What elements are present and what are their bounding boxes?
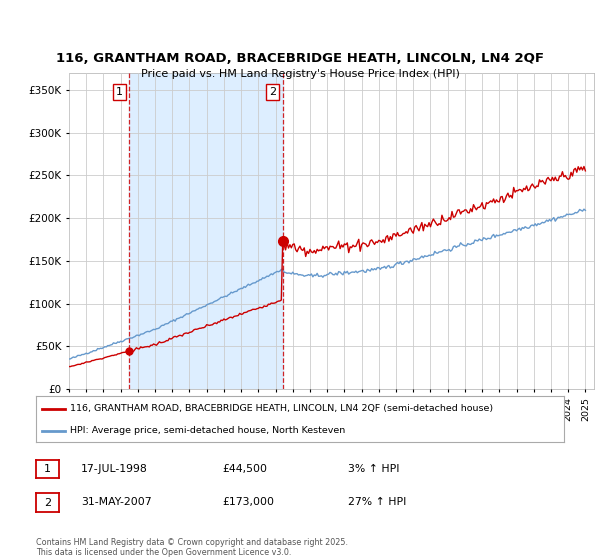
- Text: £44,500: £44,500: [222, 464, 267, 474]
- Text: £173,000: £173,000: [222, 497, 274, 507]
- Text: 116, GRANTHAM ROAD, BRACEBRIDGE HEATH, LINCOLN, LN4 2QF (semi-detached house): 116, GRANTHAM ROAD, BRACEBRIDGE HEATH, L…: [70, 404, 493, 413]
- Bar: [129, 73, 283, 389]
- Text: 27% ↑ HPI: 27% ↑ HPI: [348, 497, 406, 507]
- Text: 1: 1: [44, 464, 51, 474]
- Text: 3% ↑ HPI: 3% ↑ HPI: [348, 464, 400, 474]
- Text: 17-JUL-1998: 17-JUL-1998: [81, 464, 148, 474]
- Text: Price paid vs. HM Land Registry's House Price Index (HPI): Price paid vs. HM Land Registry's House …: [140, 69, 460, 80]
- Text: 2: 2: [269, 87, 276, 97]
- Text: 116, GRANTHAM ROAD, BRACEBRIDGE HEATH, LINCOLN, LN4 2QF: 116, GRANTHAM ROAD, BRACEBRIDGE HEATH, L…: [56, 52, 544, 66]
- Text: 31-MAY-2007: 31-MAY-2007: [81, 497, 152, 507]
- Text: 1: 1: [116, 87, 123, 97]
- Text: HPI: Average price, semi-detached house, North Kesteven: HPI: Average price, semi-detached house,…: [70, 426, 346, 436]
- Text: Contains HM Land Registry data © Crown copyright and database right 2025.
This d: Contains HM Land Registry data © Crown c…: [36, 538, 348, 557]
- Text: 2: 2: [44, 498, 51, 507]
